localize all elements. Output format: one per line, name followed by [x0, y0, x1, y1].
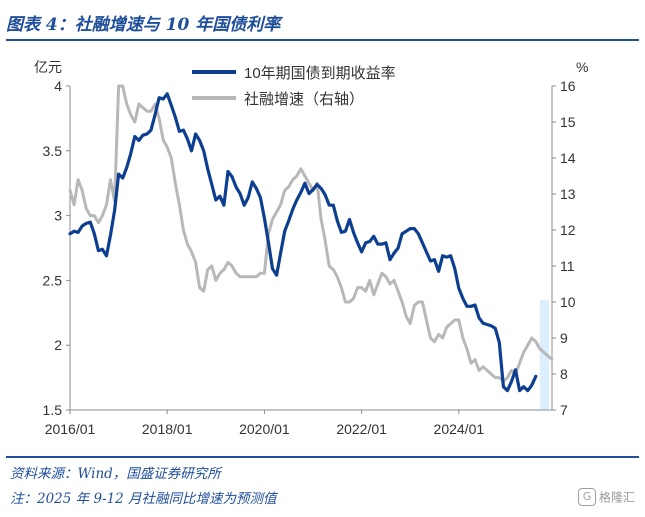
right-tick-label: 11 [560, 258, 575, 274]
title-divider [6, 39, 639, 41]
right-tick-label: 8 [560, 366, 568, 382]
watermark: G 格隆汇 [577, 488, 635, 506]
right-tick-label: 14 [560, 150, 576, 166]
right-tick-label: 7 [560, 402, 568, 418]
x-tick-label: 2022/01 [336, 421, 387, 437]
x-tick-label: 2020/01 [239, 421, 290, 437]
left-tick-label: 4 [54, 78, 62, 94]
source-note: 资料来源：Wind，国盛证券研究所 [10, 466, 221, 482]
tsf-series-line [68, 84, 554, 383]
forecast-note: 注：2025 年 9-12 月社融同比增速为预测值 [10, 491, 277, 507]
left-tick-label: 1.5 [43, 402, 63, 418]
right-tick-label: 9 [560, 330, 568, 346]
legend-label: 社融增速（右轴） [244, 91, 364, 108]
right-tick-label: 10 [560, 294, 576, 310]
right-tick-label: 15 [560, 114, 576, 130]
right-axis-unit: % [576, 59, 588, 75]
right-tick-label: 13 [560, 186, 576, 202]
left-tick-label: 3.5 [43, 143, 63, 159]
watermark-text: 格隆汇 [598, 490, 635, 505]
footer-divider [6, 456, 639, 458]
legend-label: 10年期国债到期收益率 [244, 65, 396, 82]
watermark-logo-icon: G [577, 488, 596, 506]
forecast-shade [539, 300, 549, 410]
right-tick-label: 16 [560, 78, 576, 94]
right-tick-label: 12 [560, 222, 576, 238]
left-axis-unit: 亿元 [34, 59, 62, 75]
chart-title: 图表 4：社融增速与 10 年国债利率 [6, 15, 281, 35]
x-tick-label: 2016/01 [45, 421, 96, 437]
left-tick-label: 2.5 [43, 272, 63, 288]
left-tick-label: 2 [54, 337, 62, 353]
left-tick-label: 3 [54, 208, 62, 224]
yield-series-line [68, 92, 538, 393]
x-tick-label: 2024/01 [434, 421, 485, 437]
x-tick-label: 2018/01 [142, 421, 193, 437]
